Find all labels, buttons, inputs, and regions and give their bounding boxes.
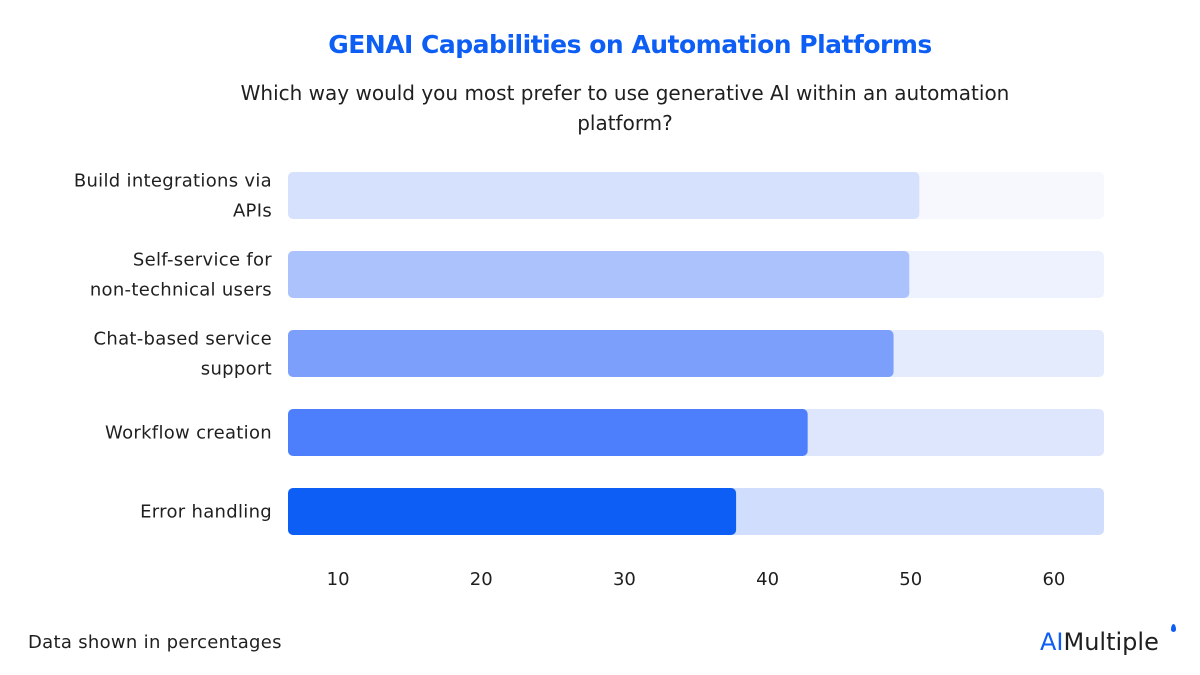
x-tick-label: 20 bbox=[470, 569, 493, 590]
category-label: Workflow creation bbox=[105, 423, 272, 444]
brand-logo-prefix: AI bbox=[1040, 628, 1064, 656]
chart-title: GENAI Capabilities on Automation Platfor… bbox=[328, 30, 932, 59]
category-label: Chat-based service support bbox=[94, 329, 273, 380]
x-tick-label: 10 bbox=[327, 569, 350, 590]
category-label: Build integrations via APIs bbox=[74, 171, 272, 222]
x-tick-label: 60 bbox=[1042, 569, 1065, 590]
logo-drop-icon bbox=[1171, 624, 1176, 632]
chart-subtitle: Which way would you most prefer to use g… bbox=[240, 81, 1010, 135]
bar bbox=[288, 409, 808, 456]
bar bbox=[288, 488, 737, 535]
category-label: Self-service for non-technical users bbox=[90, 250, 272, 301]
x-tick-label: 40 bbox=[756, 569, 779, 590]
bar bbox=[288, 172, 920, 219]
x-tick-label: 30 bbox=[613, 569, 636, 590]
footnote: Data shown in percentages bbox=[28, 632, 282, 653]
brand-logo-suffix: Multiple bbox=[1063, 628, 1159, 656]
category-label: Error handling bbox=[140, 502, 272, 523]
x-tick-label: 50 bbox=[899, 569, 922, 590]
bar bbox=[288, 330, 894, 377]
bar bbox=[288, 251, 910, 298]
brand-logo: AIMultiple bbox=[1040, 624, 1176, 656]
